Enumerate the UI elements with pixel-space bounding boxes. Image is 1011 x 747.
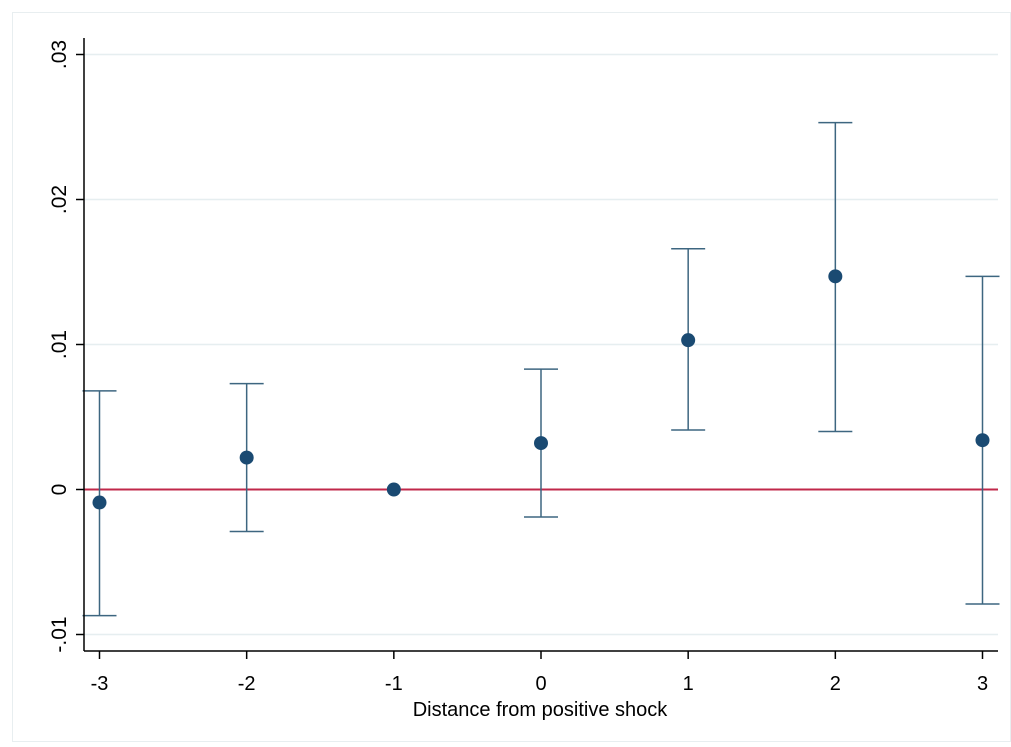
y-tick-label-2: .01 — [48, 330, 71, 359]
axes: -.01 0 .01 .02 .03 -3 -2 -1 0 1 2 3 — [48, 38, 998, 695]
x-tick-label-2: -1 — [385, 673, 403, 695]
data-point-3 — [534, 436, 548, 451]
x-tick-label-6: 3 — [977, 673, 988, 695]
y-tick-label-1: 0 — [48, 484, 71, 496]
data-point-5 — [828, 269, 843, 284]
data-point-6 — [975, 433, 990, 448]
y-tick-label-3: .02 — [48, 185, 71, 214]
x-axis-title: Distance from positive shock — [413, 699, 669, 721]
point-estimates — [92, 269, 990, 510]
data-point-4 — [681, 333, 696, 348]
x-tick-label-5: 2 — [830, 673, 841, 695]
data-point-0 — [92, 495, 107, 510]
x-tick-label-1: -2 — [238, 673, 256, 695]
y-tick-label-0: -.01 — [48, 616, 71, 652]
chart-border — [12, 12, 1011, 742]
data-point-2 — [386, 482, 401, 497]
x-tick-label-4: 1 — [683, 673, 694, 695]
x-tick-label-3: 0 — [535, 673, 546, 695]
y-tick-label-4: .03 — [48, 40, 71, 69]
x-tick-label-0: -3 — [91, 673, 109, 695]
data-point-1 — [239, 450, 254, 465]
